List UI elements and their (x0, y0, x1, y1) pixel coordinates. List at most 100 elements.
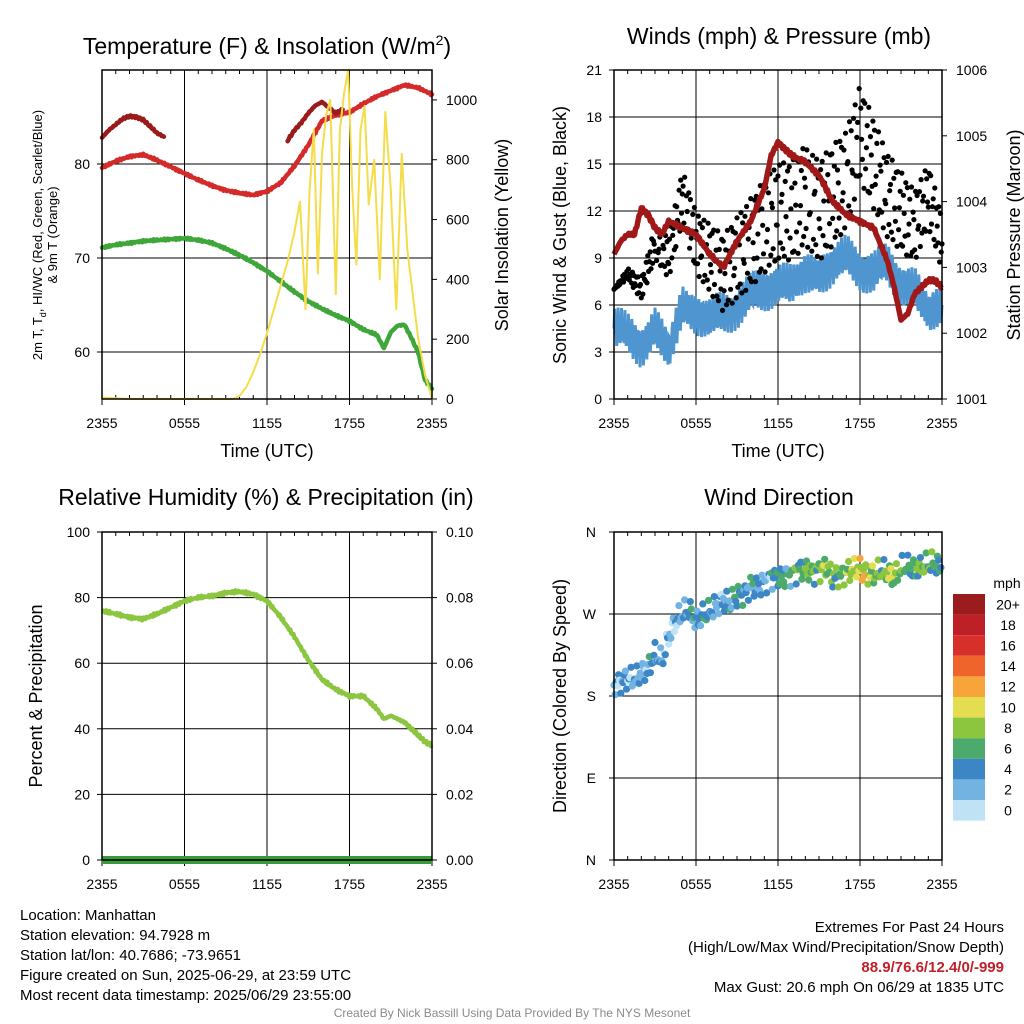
direction-point (834, 583, 843, 591)
legend-swatch (953, 738, 985, 759)
direction-point (874, 556, 882, 564)
gust-point (786, 164, 792, 170)
gust-point (663, 272, 669, 278)
gust-point (832, 234, 838, 240)
direction-point (687, 605, 696, 613)
gust-point (772, 258, 778, 264)
gust-point (741, 260, 747, 266)
x-tick-label: 0555 (169, 415, 200, 431)
direction-point (686, 598, 694, 606)
gust-point (750, 240, 756, 246)
direction-point (665, 640, 673, 648)
gust-point (641, 271, 647, 277)
gust-point (680, 183, 686, 189)
gust-point (708, 269, 714, 275)
y-tick-label-left: E (587, 770, 596, 786)
temperature-ylabel-left: 2m T, Td, HI/WC (Red, Green, Scarlet/Blu… (30, 110, 48, 360)
y-tick-label-left: 60 (74, 344, 90, 360)
legend-label: 10 (1000, 699, 1016, 715)
gust-point (805, 244, 811, 250)
gust-point (633, 282, 639, 289)
gust-point (732, 230, 739, 236)
x-tick-label: 1755 (844, 415, 875, 431)
gust-point (854, 134, 860, 140)
legend-label: 4 (1004, 761, 1012, 777)
gust-point (825, 172, 831, 178)
gust-point (678, 177, 684, 183)
gust-point (656, 246, 662, 252)
gust-point (935, 240, 941, 246)
gust-point (728, 224, 735, 231)
direction-point (898, 551, 906, 560)
direction-point (840, 581, 848, 589)
y-tick-label-left: N (586, 852, 596, 868)
station-elevation: Station elevation: 94.7928 m (20, 927, 211, 944)
gust-point (814, 156, 820, 162)
station-location: Location: Manhattan (20, 907, 156, 924)
gust-point (648, 266, 654, 272)
direction-point (752, 574, 761, 582)
x-tick-label: 1155 (763, 876, 793, 892)
gust-point (913, 254, 919, 260)
gust-point (919, 230, 925, 236)
gust-point (770, 246, 776, 252)
direction-point (651, 638, 659, 647)
figure-created: Figure created on Sun, 2025-06-29, at 23… (20, 967, 352, 984)
gust-point (828, 244, 834, 250)
y-tick-label-left: 15 (586, 156, 602, 172)
credit-line: Created By Nick Bassill Using Data Provi… (333, 1006, 691, 1020)
plot-wind (609, 69, 947, 405)
gust-point (837, 138, 843, 144)
y-tick-label-right: 1005 (956, 128, 987, 144)
gust-point (773, 177, 779, 183)
series-line-2m-t (99, 82, 435, 198)
direction-point (781, 582, 789, 591)
plot-border (101, 531, 433, 861)
gust-point (696, 273, 702, 280)
y-tick-label-left: 0 (594, 391, 602, 407)
gust-point (785, 168, 791, 174)
direction-point (880, 556, 888, 564)
y-tick-label-left: 21 (586, 62, 602, 78)
gust-point (714, 293, 720, 299)
gust-point (823, 150, 829, 156)
gust-point (705, 220, 711, 226)
station-info: Location: Manhattan Station elevation: 9… (20, 906, 351, 1006)
gust-point (695, 261, 701, 267)
gust-point (715, 228, 721, 234)
gust-point (923, 228, 929, 234)
plot-temp (97, 69, 437, 405)
gust-point (725, 297, 731, 303)
y-tick-label-right: 0 (446, 391, 454, 407)
gust-point (877, 162, 883, 168)
gust-point (840, 190, 846, 196)
gust-point (925, 204, 931, 210)
winds-xlabel: Time (UTC) (731, 441, 824, 461)
direction-point (805, 576, 813, 584)
gust-point (682, 174, 688, 180)
gust-point (706, 286, 712, 292)
gust-point (831, 163, 837, 169)
gust-point (779, 191, 785, 197)
gust-point (851, 196, 858, 202)
gust-point (810, 152, 816, 158)
gust-point (899, 170, 905, 176)
legend-swatch (953, 800, 985, 821)
x-tick-label: 2355 (926, 415, 957, 431)
direction-point (650, 651, 658, 659)
gust-point (895, 169, 901, 175)
gust-point (780, 246, 786, 252)
gust-point (835, 180, 841, 186)
y-tick-label-left: 60 (74, 655, 90, 671)
gust-point (924, 199, 931, 205)
gust-point (789, 185, 795, 191)
humidity-ylabel-left: Percent & Precipitation (26, 604, 46, 787)
legend-swatch (953, 635, 985, 656)
gust-point (765, 190, 772, 196)
direction-point (894, 576, 902, 584)
gust-point (651, 241, 657, 247)
gust-point (755, 231, 761, 237)
y-tick-label-right: 400 (446, 271, 470, 287)
gust-point (879, 209, 885, 215)
y-tick-label-left: 100 (67, 524, 91, 540)
